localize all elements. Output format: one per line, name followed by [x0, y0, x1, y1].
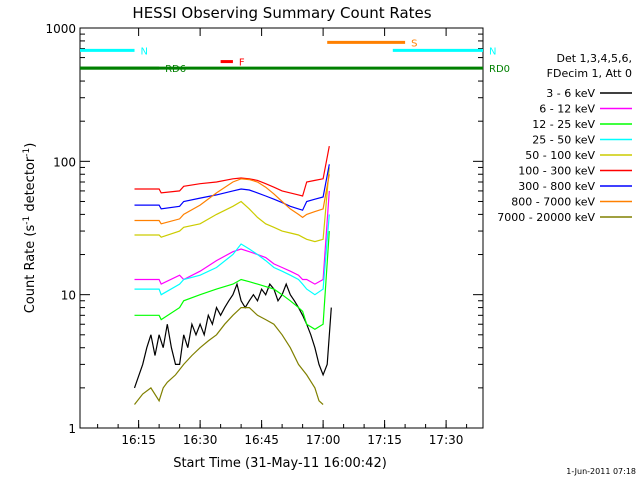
- chart-title: HESSI Observing Summary Count Rates: [132, 4, 431, 22]
- y-tick-label-3: 1000: [45, 22, 76, 36]
- series-line-7: [135, 174, 330, 224]
- flag-label-4: RD6: [165, 64, 186, 75]
- legend-header-2: FDecim 1, Att 0: [547, 67, 632, 80]
- legend: Det 1,3,4,5,6, FDecim 1, Att 0 3 - 6 keV…: [497, 52, 632, 224]
- series-line-1: [135, 191, 330, 284]
- x-tick-label-1: 16:30: [183, 433, 218, 447]
- y-tick-label-0: 1: [68, 422, 76, 436]
- flag-label-3: RD0: [489, 64, 510, 75]
- legend-label-7: 800 - 7000 keV: [511, 196, 595, 209]
- y-axis-label-part-2: detector: [23, 156, 38, 216]
- legend-label-0: 3 - 6 keV: [546, 87, 595, 100]
- flag-label-2: S: [411, 38, 417, 49]
- x-tick-label-4: 17:15: [367, 433, 402, 447]
- legend-label-3: 25 - 50 keV: [532, 134, 595, 147]
- y-axis-label-sup-1: -1: [22, 216, 32, 225]
- x-axis: 16:15 16:30 16:45 17:00 17:15 17:30: [98, 28, 467, 447]
- legend-label-8: 7000 - 20000 keV: [497, 211, 595, 224]
- y-axis-label: Count Rate (s-1 detector-1): [22, 143, 38, 314]
- flag-label-0: N: [141, 46, 148, 57]
- legend-label-5: 100 - 300 keV: [518, 165, 595, 178]
- series-line-5: [135, 146, 330, 196]
- flag-label-5: F: [239, 58, 245, 69]
- x-axis-label: Start Time (31-May-11 16:00:42): [173, 456, 387, 471]
- legend-label-4: 50 - 100 keV: [525, 149, 595, 162]
- legend-header-1: Det 1,3,4,5,6,: [556, 52, 632, 65]
- y-axis-label-part-3: ): [23, 143, 38, 148]
- plot-frame: [80, 28, 483, 428]
- series-line-6: [135, 164, 330, 210]
- y-axis-label-sup-2: -1: [22, 148, 32, 157]
- y-tick-label-1: 10: [61, 289, 76, 303]
- x-tick-label-2: 16:45: [244, 433, 279, 447]
- series-lines: [135, 146, 332, 404]
- legend-label-2: 12 - 25 keV: [532, 118, 595, 131]
- footer-timestamp: 1-Jun-2011 07:18: [566, 467, 636, 476]
- y-axis-label-part-1: Count Rate (s: [23, 225, 38, 314]
- x-tick-label-0: 16:15: [121, 433, 156, 447]
- legend-label-1: 6 - 12 keV: [539, 103, 595, 116]
- instrument-flags: N N S RD0 RD6 F: [80, 38, 510, 75]
- series-line-0: [135, 284, 332, 388]
- x-tick-label-5: 17:30: [429, 433, 464, 447]
- legend-label-6: 300 - 800 keV: [518, 180, 595, 193]
- series-line-8: [135, 308, 324, 405]
- x-tick-label-3: 17:00: [306, 433, 341, 447]
- flag-label-1: N: [489, 46, 496, 57]
- y-tick-label-2: 100: [53, 155, 76, 169]
- y-axis: 1 10 100 1000: [45, 22, 483, 436]
- series-line-2: [135, 231, 330, 329]
